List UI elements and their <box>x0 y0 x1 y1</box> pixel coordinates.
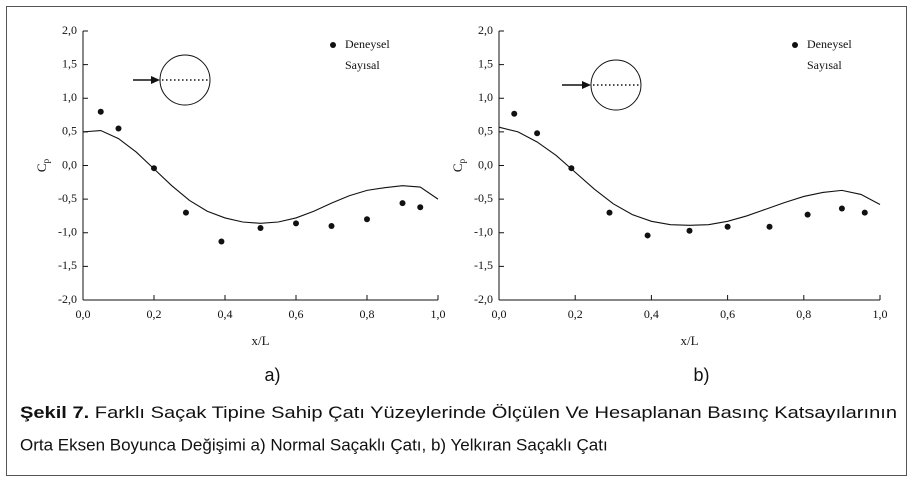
y-tick-label: 0,5 <box>62 124 77 138</box>
data-point <box>364 216 370 223</box>
x-tick-label: 0,0 <box>76 307 91 321</box>
x-tick-label: 0,6 <box>289 307 304 321</box>
inset-a <box>133 54 211 106</box>
y-axis-label: Cp <box>34 158 51 172</box>
y-tick-label: -2,0 <box>58 292 77 306</box>
y-tick-label: 2,0 <box>62 23 77 37</box>
y-axis-label-main: C <box>34 163 49 172</box>
y-axis-label-main: C <box>450 163 465 172</box>
figure-border <box>6 6 907 476</box>
y-tick-label: 0,0 <box>478 157 493 171</box>
data-point <box>399 200 406 207</box>
y-tick-label: 0,5 <box>478 124 493 138</box>
x-tick-label: 0,2 <box>568 307 583 321</box>
x-axis-label: x/L <box>251 333 269 348</box>
x-tick-label: 1,0 <box>873 307 888 321</box>
x-tick-label: 0,0 <box>492 307 507 321</box>
legend-label: Sayısal <box>807 58 842 72</box>
x-tick-label: 1,0 <box>431 307 446 321</box>
legend-label: Deneysel <box>345 37 390 51</box>
y-tick-label: 2,0 <box>478 23 493 37</box>
data-point <box>686 227 693 234</box>
y-tick-label: -1,5 <box>58 258 77 272</box>
caption-line: Şekil 7. Farklı Saçak Tipine Sahip Çatı … <box>20 403 897 422</box>
y-tick-label: -0,5 <box>474 191 493 205</box>
y-tick-label: -0,5 <box>58 191 77 205</box>
x-tick-label: 0,4 <box>644 307 659 321</box>
y-tick-label: 0,0 <box>62 157 77 171</box>
data-point <box>838 205 845 212</box>
legend-label: Sayısal <box>345 58 380 72</box>
data-point <box>644 232 651 239</box>
panel-label: b) <box>693 365 709 385</box>
data-point <box>328 223 335 230</box>
y-tick-label: -1,0 <box>474 225 493 239</box>
caption-label: Şekil 7. <box>20 403 89 422</box>
data-point <box>417 204 424 211</box>
y-axis-label-sub: p <box>457 158 467 163</box>
y-tick-label: 1,5 <box>478 56 493 70</box>
x-tick-label: 0,8 <box>360 307 375 321</box>
data-line <box>498 126 881 226</box>
legend-label: Deneysel <box>807 37 852 51</box>
data-point <box>218 238 225 245</box>
caption-text: Farklı Saçak Tipine Sahip Çatı Yüzeyleri… <box>95 403 897 422</box>
data-line <box>82 129 439 224</box>
y-tick-label: 1,0 <box>478 90 493 104</box>
y-axis-label-sub: p <box>41 158 51 163</box>
y-tick-label: 1,0 <box>62 90 77 104</box>
x-tick-label: 0,6 <box>720 307 735 321</box>
legend-marker <box>792 42 798 48</box>
data-point <box>766 223 773 230</box>
x-tick-label: 0,8 <box>796 307 811 321</box>
y-tick-label: -1,5 <box>474 258 493 272</box>
data-point <box>534 130 541 137</box>
y-tick-label: -1,0 <box>58 225 77 239</box>
data-point <box>293 220 299 227</box>
y-tick-label: -2,0 <box>474 292 493 306</box>
y-tick-label: 1,5 <box>62 56 77 70</box>
data-point <box>861 209 868 216</box>
x-tick-label: 0,4 <box>218 307 233 321</box>
caption-line: Orta Eksen Boyunca Değişimi a) Normal Sa… <box>20 435 608 454</box>
data-point <box>511 110 518 117</box>
x-tick-label: 0,2 <box>147 307 162 321</box>
data-point <box>115 125 122 132</box>
y-axis-label: Cp <box>450 158 467 172</box>
legend-marker <box>330 42 336 48</box>
data-point <box>257 225 264 232</box>
panel-label: a) <box>264 365 280 385</box>
data-point <box>606 209 613 216</box>
data-point <box>724 223 731 230</box>
data-point <box>97 108 104 115</box>
data-point <box>182 209 189 216</box>
inset-b <box>562 59 642 111</box>
data-point <box>804 211 811 218</box>
x-axis-label: x/L <box>680 333 698 348</box>
